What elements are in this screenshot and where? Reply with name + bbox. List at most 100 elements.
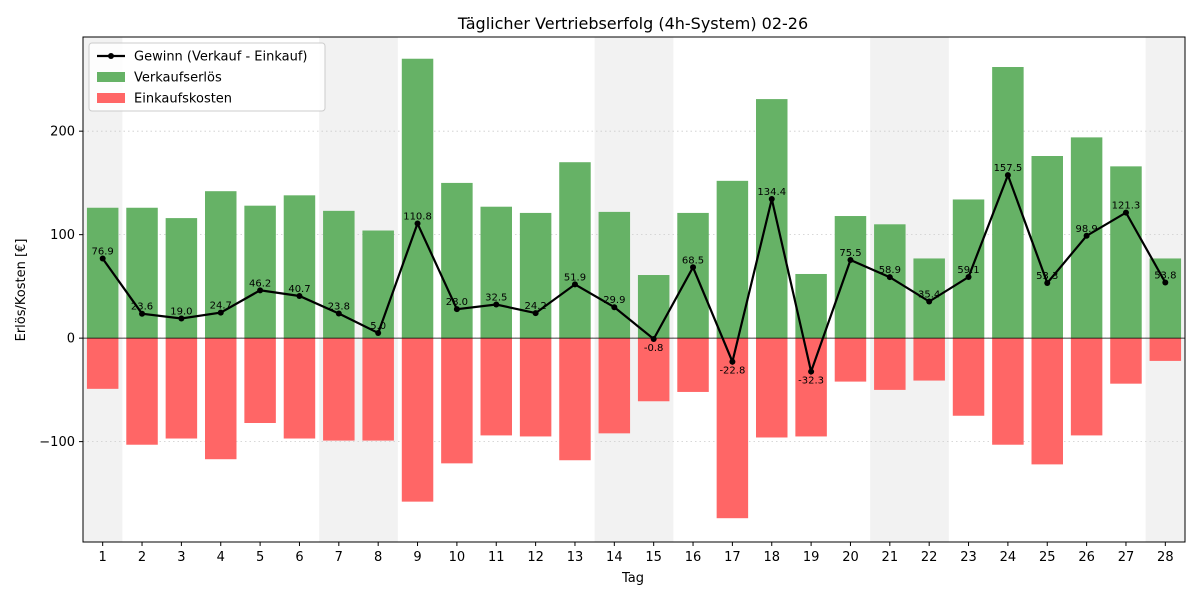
bar-einkaufskosten	[283, 338, 316, 439]
profit-data-label: 32.5	[485, 293, 507, 304]
profit-point	[1162, 279, 1169, 286]
x-tick-label: 7	[335, 550, 343, 565]
bar-verkaufserloes	[126, 207, 158, 339]
profit-data-label: -0.8	[644, 343, 664, 354]
y-tick-label: 100	[50, 228, 75, 243]
y-tick-label: −100	[39, 435, 75, 450]
bar-verkaufserloes	[519, 212, 552, 339]
profit-data-label: 51.9	[564, 272, 586, 283]
profit-point	[178, 315, 185, 322]
x-tick-label: 26	[1078, 550, 1095, 565]
profit-data-label: 53.3	[1036, 271, 1058, 282]
legend-bar-swatch	[97, 72, 125, 82]
bar-verkaufserloes	[441, 182, 473, 339]
x-tick-label: 9	[413, 550, 421, 565]
profit-data-label: 110.8	[403, 211, 432, 222]
y-tick-label: 0	[67, 332, 75, 347]
profit-point	[650, 335, 657, 342]
bar-verkaufserloes	[1110, 166, 1142, 339]
profit-data-label: 76.9	[92, 247, 114, 258]
y-axis-label: Erlös/Kosten [€]	[14, 239, 29, 342]
profit-line	[101, 172, 1167, 376]
profit-point	[532, 310, 539, 317]
profit-data-label: 23.8	[328, 302, 350, 313]
profit-point	[926, 298, 933, 305]
profit-point	[1004, 172, 1011, 179]
legend-label: Einkaufskosten	[134, 92, 232, 107]
profit-point	[139, 310, 146, 317]
x-tick-label: 19	[803, 550, 820, 565]
x-tick-label: 24	[1000, 550, 1017, 565]
x-tick-label: 13	[567, 550, 584, 565]
x-tick-label: 15	[645, 550, 662, 565]
bar-verkaufserloes	[834, 216, 867, 339]
bar-verkaufserloes	[913, 258, 945, 339]
bar-verkaufserloes	[598, 211, 631, 339]
bar-verkaufserloes	[1149, 258, 1182, 339]
bar-verkaufserloes	[362, 230, 394, 339]
profit-point	[1083, 232, 1090, 239]
bar-einkaufskosten	[913, 338, 945, 381]
bar-einkaufskosten	[1031, 338, 1063, 465]
profit-data-label: -22.8	[719, 366, 745, 377]
profit-point	[1122, 209, 1129, 216]
bar-verkaufserloes	[716, 180, 749, 339]
x-tick-label: 14	[606, 550, 623, 565]
profit-data-label: 28.0	[446, 297, 468, 308]
bar-einkaufskosten	[992, 338, 1024, 445]
profit-data-label: 19.0	[170, 306, 192, 317]
x-tick-label: 3	[177, 550, 185, 565]
bar-verkaufserloes	[637, 275, 670, 339]
profit-data-label: -32.3	[798, 376, 824, 387]
profit-point	[768, 196, 775, 203]
bar-einkaufskosten	[480, 338, 512, 436]
x-tick-label: 10	[449, 550, 466, 565]
profit-data-label: 46.2	[249, 278, 271, 289]
profit-point	[335, 310, 342, 317]
profit-data-label: 157.5	[994, 163, 1023, 174]
x-axis-label: Tag	[621, 571, 644, 586]
x-tick-label: 21	[882, 550, 899, 565]
bar-einkaufskosten	[86, 338, 119, 389]
profit-data-label: 58.9	[879, 265, 901, 276]
profit-point	[571, 281, 578, 288]
profit-point	[611, 304, 618, 311]
x-tick-label: 27	[1118, 550, 1135, 565]
bar-einkaufskosten	[1149, 338, 1182, 361]
profit-data-label: 134.4	[757, 187, 786, 198]
legend-label: Verkaufserlös	[134, 71, 222, 86]
x-tick-label: 8	[374, 550, 382, 565]
bar-einkaufskosten	[1070, 338, 1103, 436]
profit-point	[965, 273, 972, 280]
profit-data-label: 75.5	[839, 248, 861, 259]
profit-data-label: 23.6	[131, 302, 153, 313]
legend-bar-swatch	[97, 93, 125, 103]
bar-verkaufserloes	[480, 206, 512, 339]
profit-point	[808, 368, 815, 375]
bar-einkaufskosten	[519, 338, 552, 437]
profit-data-label: 53.8	[1154, 270, 1176, 281]
bar-einkaufskosten	[756, 338, 788, 438]
profit-point	[375, 329, 382, 336]
bar-verkaufserloes	[795, 273, 827, 339]
x-tick-label: 23	[960, 550, 977, 565]
bar-verkaufserloes	[323, 210, 355, 339]
bar-einkaufskosten	[323, 338, 355, 441]
legend-marker	[108, 53, 114, 59]
profit-data-label: 68.5	[682, 255, 704, 266]
profit-point	[414, 220, 421, 227]
bar-einkaufskosten	[716, 338, 749, 519]
x-tick-label: 2	[138, 550, 146, 565]
profit-data-label: 98.9	[1075, 224, 1097, 235]
bar-einkaufskosten	[598, 338, 631, 434]
bar-verkaufserloes	[874, 224, 906, 339]
bar-einkaufskosten	[637, 338, 670, 402]
bar-einkaufskosten	[795, 338, 827, 437]
x-tick-label: 20	[842, 550, 859, 565]
bar-verkaufserloes	[677, 212, 709, 339]
profit-data-label: 24.7	[210, 301, 232, 312]
bar-einkaufskosten	[244, 338, 276, 423]
bar-verkaufserloes	[401, 58, 434, 339]
chart-title: Täglicher Vertriebserfolg (4h-System) 02…	[457, 14, 808, 33]
y-tick-label: 200	[50, 125, 75, 140]
